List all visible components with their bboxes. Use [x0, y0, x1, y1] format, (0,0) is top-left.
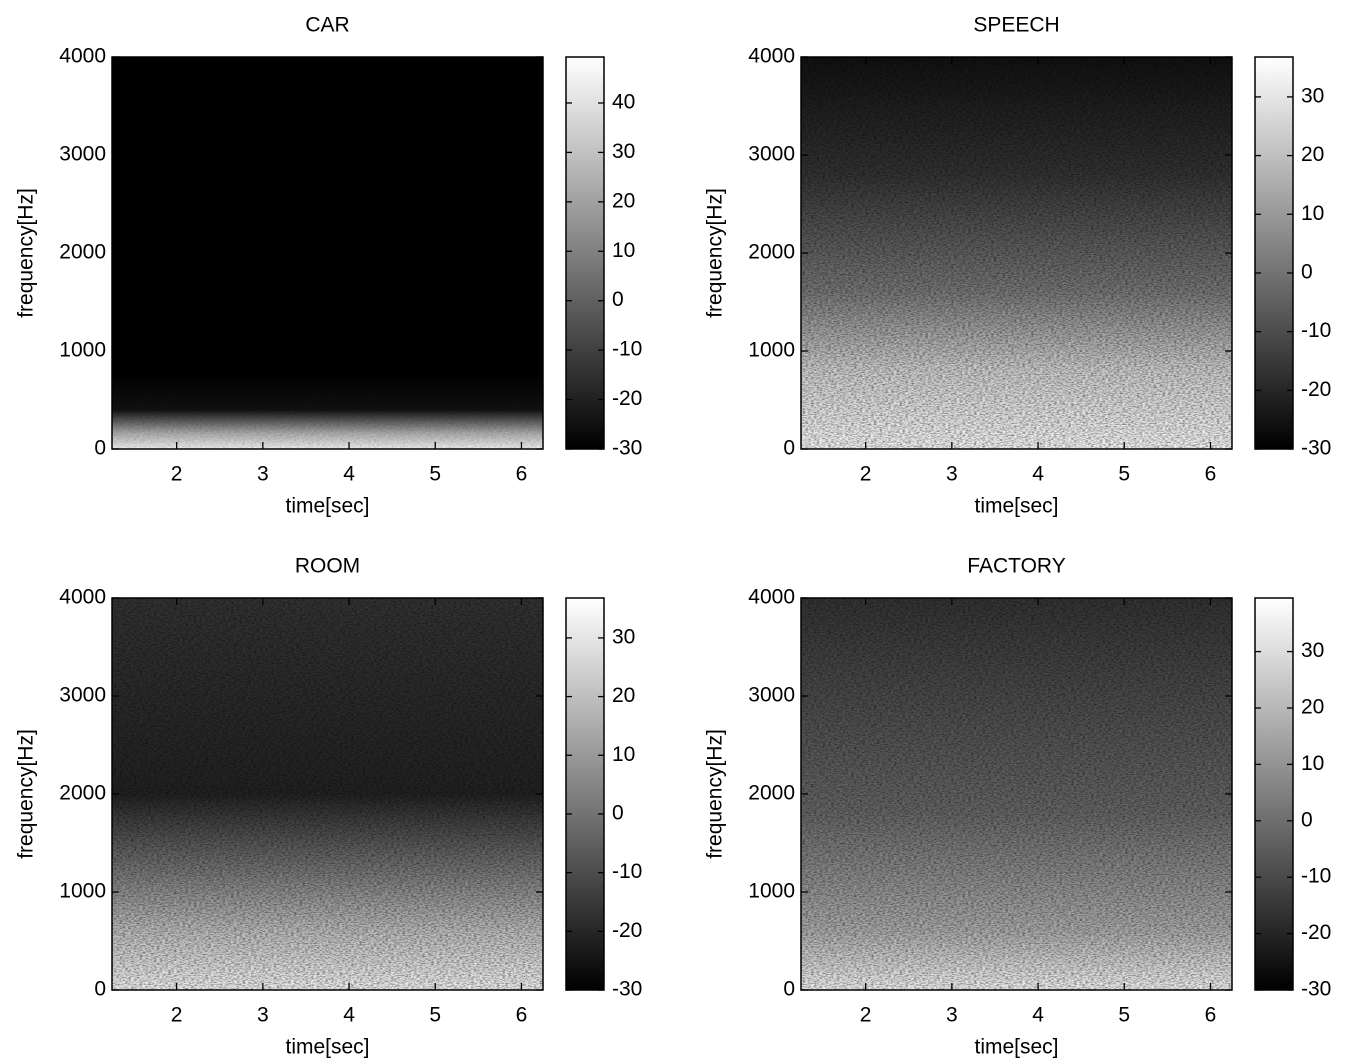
colorbar-tick-label: 0 — [612, 801, 624, 824]
y-tick-label: 0 — [94, 437, 106, 460]
colorbar-tick-label: 20 — [1301, 143, 1324, 166]
y-tick-label: 0 — [783, 978, 795, 1001]
x-tick-label: 4 — [343, 463, 355, 486]
y-tick-label: 3000 — [748, 143, 795, 166]
y-tick-label: 4000 — [748, 586, 795, 609]
colorbar-tick-label: 0 — [1301, 260, 1313, 283]
spectrogram-texture — [112, 57, 543, 449]
y-axis-label: frequency[Hz] — [15, 729, 38, 859]
colorbar-tick-label: 0 — [612, 288, 624, 311]
colorbar-tick-label: -30 — [612, 437, 642, 460]
x-axis-label: time[sec] — [285, 495, 369, 518]
y-tick-label: 0 — [94, 978, 106, 1001]
x-axis-label: time[sec] — [974, 1036, 1058, 1059]
plot-title: CAR — [305, 14, 349, 37]
x-tick-label: 6 — [516, 463, 528, 486]
colorbar-tick-label: -20 — [1301, 378, 1331, 401]
colorbar-tick-label: -20 — [612, 387, 642, 410]
colorbar-tick-label: -30 — [612, 978, 642, 1001]
colorbar-tick-label: 30 — [612, 625, 635, 648]
x-tick-label: 3 — [946, 463, 958, 486]
colorbar-tick-label: 0 — [1301, 808, 1313, 831]
x-tick-label: 5 — [1118, 1004, 1130, 1027]
y-tick-label: 0 — [783, 437, 795, 460]
colorbar — [565, 597, 605, 991]
y-tick-label: 4000 — [748, 45, 795, 68]
x-tick-label: 3 — [257, 1004, 269, 1027]
plot-title: FACTORY — [967, 555, 1065, 578]
x-tick-label: 5 — [429, 463, 441, 486]
x-tick-label: 2 — [171, 1004, 183, 1027]
x-tick-label: 2 — [171, 463, 183, 486]
colorbar-tick-label: 10 — [1301, 202, 1324, 225]
colorbar-tick-label: -10 — [1301, 319, 1331, 342]
colorbar-tick-label: -10 — [612, 338, 642, 361]
x-axis-label: time[sec] — [974, 495, 1058, 518]
colorbar — [565, 56, 605, 450]
y-axis-label: frequency[Hz] — [704, 729, 727, 859]
y-tick-label: 2000 — [748, 241, 795, 264]
x-tick-label: 4 — [343, 1004, 355, 1027]
colorbar-tick-label: 30 — [1301, 639, 1324, 662]
y-tick-label: 3000 — [59, 684, 106, 707]
y-tick-label: 4000 — [59, 45, 106, 68]
x-tick-label: 6 — [1205, 463, 1217, 486]
y-axis-label: frequency[Hz] — [704, 188, 727, 318]
colorbar-tick-label: -20 — [1301, 921, 1331, 944]
colorbar-tick-label: 10 — [1301, 752, 1324, 775]
x-tick-label: 2 — [860, 1004, 872, 1027]
plot-title: SPEECH — [973, 14, 1059, 37]
colorbar-tick-label: 10 — [612, 743, 635, 766]
colorbar-tick-label: 40 — [612, 91, 635, 114]
x-tick-label: 3 — [257, 463, 269, 486]
spectrogram-texture — [801, 57, 1232, 449]
colorbar-tick-label: 20 — [612, 189, 635, 212]
y-tick-label: 2000 — [59, 241, 106, 264]
x-tick-label: 4 — [1032, 463, 1044, 486]
y-tick-label: 1000 — [59, 880, 106, 903]
y-tick-label: 3000 — [59, 143, 106, 166]
colorbar-tick-label: -10 — [1301, 865, 1331, 888]
colorbar-tick-label: -30 — [1301, 978, 1331, 1001]
x-tick-label: 6 — [516, 1004, 528, 1027]
colorbar-tick-label: -30 — [1301, 437, 1331, 460]
colorbar-tick-label: -10 — [612, 860, 642, 883]
plot-title: ROOM — [295, 555, 360, 578]
colorbar-tick-label: 10 — [612, 239, 635, 262]
y-tick-label: 2000 — [59, 782, 106, 805]
x-tick-label: 4 — [1032, 1004, 1044, 1027]
spectrogram-texture — [801, 598, 1232, 990]
x-tick-label: 3 — [946, 1004, 958, 1027]
y-tick-label: 4000 — [59, 586, 106, 609]
colorbar-tick-label: -20 — [612, 919, 642, 942]
x-tick-label: 6 — [1205, 1004, 1217, 1027]
x-axis-label: time[sec] — [285, 1036, 369, 1059]
x-tick-label: 2 — [860, 463, 872, 486]
colorbar-tick-label: 30 — [1301, 84, 1324, 107]
x-tick-label: 5 — [1118, 463, 1130, 486]
colorbar — [1254, 56, 1294, 450]
spectrogram-texture — [112, 598, 543, 990]
colorbar — [1254, 597, 1294, 991]
y-tick-label: 1000 — [748, 880, 795, 903]
colorbar-tick-label: 20 — [1301, 696, 1324, 719]
colorbar-tick-label: 20 — [612, 684, 635, 707]
y-tick-label: 3000 — [748, 684, 795, 707]
y-tick-label: 1000 — [748, 339, 795, 362]
y-tick-label: 1000 — [59, 339, 106, 362]
x-tick-label: 5 — [429, 1004, 441, 1027]
y-tick-label: 2000 — [748, 782, 795, 805]
colorbar-tick-label: 30 — [612, 140, 635, 163]
y-axis-label: frequency[Hz] — [15, 188, 38, 318]
